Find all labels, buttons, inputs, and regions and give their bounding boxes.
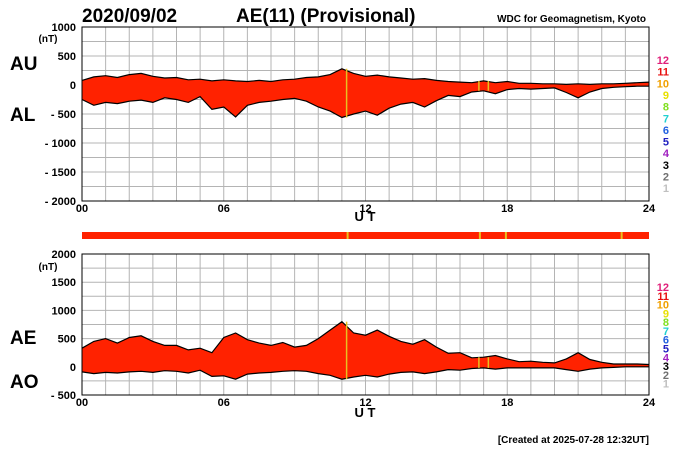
x-tick-label: 12 [359,397,371,409]
index-title: AE(11) (Provisional) [236,6,416,27]
station-bar-gap [478,232,481,239]
band-fill [82,321,649,380]
x-tick-label: 00 [76,203,88,215]
band-fill [82,68,649,118]
al-label: AL [10,105,36,126]
station-bar-gap [620,232,623,239]
ae-ao-grid [82,254,649,395]
legend-item: 4 [663,352,670,364]
legend-item: 2 [663,370,669,382]
x-tick-label: 24 [643,203,656,215]
series-line-au [81,68,650,86]
legend-item: 7 [663,113,669,125]
au-al-y-ticks: 1000 500 0 - 500 - 1000 - 1500 - 2000 [45,22,76,208]
station-bar-fill [82,232,649,239]
ae-ao-unit: (nT) [39,262,58,273]
x-tick-label: 24 [643,397,656,409]
station-bar-gaps [346,232,623,239]
station-bar [82,232,649,239]
au-al-x-label: U T [355,209,376,224]
y-tick-label: 1500 [52,277,76,289]
x-tick-label: 18 [501,397,513,409]
x-tick-label: 00 [76,397,88,409]
legend-item: 9 [663,308,669,320]
ae-label: AE [10,328,36,349]
source-label: WDC for Geomagnetism, Kyoto [497,14,646,25]
station-bar-gap [504,232,507,239]
au-al-unit: (nT) [39,34,58,45]
y-tick-label: 500 [58,51,76,63]
legend-item: 6 [663,125,669,137]
legend-item: 9 [663,90,669,102]
legend-item: 12 [657,282,669,294]
ae-ao-x-ticks: 00 06 12 18 24 [76,397,656,409]
legend-item: 6 [663,335,669,347]
y-tick-label: - 1000 [45,138,76,150]
y-tick-label: 1000 [52,305,76,317]
y-tick-label: - 2000 [45,196,76,208]
y-tick-label: - 1500 [45,167,76,179]
ae-ao-y-ticks: 2000 1500 1000 500 0 - 500 [51,249,76,402]
legend-item: 1 [663,183,669,195]
y-tick-label: 1000 [52,22,76,34]
legend-item: 4 [663,148,670,160]
created-stamp: [Created at 2025-07-28 12:32UT] [498,435,649,446]
x-tick-label: 06 [218,203,230,215]
ae-ao-area [81,320,650,380]
au-al-frame [81,26,650,202]
legend-item: 2 [663,172,669,184]
legend-item: 3 [663,361,669,373]
legend-item: 5 [663,343,669,355]
legend-item: 1 [663,379,669,391]
series-line-al [81,85,649,119]
y-tick-label: 0 [70,362,76,374]
x-tick-label: 06 [218,397,230,409]
date-title: 2020/09/02 [82,6,177,27]
ae-ao-x-label: U T [355,405,376,420]
legend-item: 5 [663,137,669,149]
legend-item: 11 [657,67,669,79]
au-al-x-ticks: 00 06 12 18 24 [76,203,656,215]
station-bar-gap [346,232,349,239]
y-tick-label: - 500 [51,109,76,121]
y-tick-label: - 500 [51,390,76,402]
series-line-ao [81,366,649,380]
y-tick-label: 0 [70,80,76,92]
series-line-ae [81,320,650,366]
y-tick-label: 2000 [52,249,76,261]
legend-item: 3 [663,160,669,172]
legend-item: 8 [663,102,669,114]
au-al-grid [82,27,649,201]
au-al-area [81,68,650,119]
legend-item: 10 [657,78,669,90]
x-tick-label: 18 [501,203,513,215]
ae-ao-frame [81,253,650,396]
legend-item: 7 [663,326,669,338]
legend-item: 12 [657,55,669,67]
legend-item: 11 [657,291,669,303]
x-tick-label: 12 [359,203,371,215]
ao-label: AO [10,372,39,393]
au-label: AU [10,54,37,75]
legend-item: 10 [657,300,669,312]
y-tick-label: 500 [58,334,76,346]
legend-item: 8 [663,317,669,329]
